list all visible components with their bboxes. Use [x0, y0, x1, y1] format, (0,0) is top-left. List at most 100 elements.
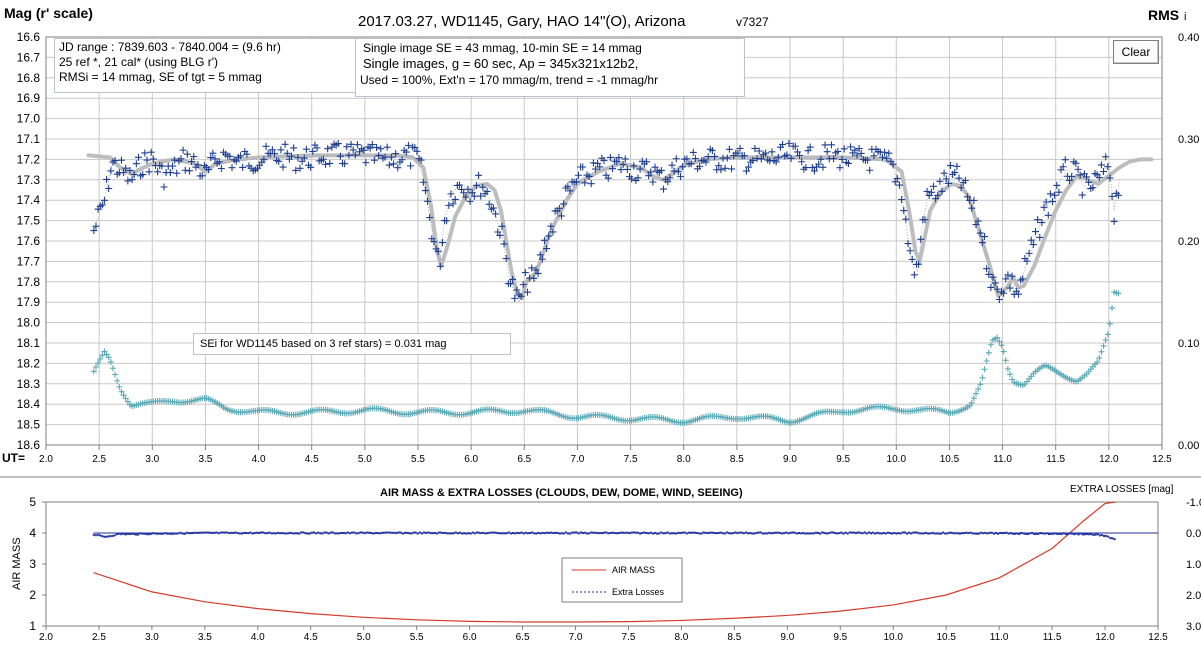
rms-point: [1004, 365, 1011, 372]
target-point: [411, 144, 419, 152]
losses-point: [312, 531, 315, 534]
losses-point: [649, 531, 652, 534]
target-point: [834, 147, 842, 155]
losses-point: [914, 531, 917, 534]
losses-point: [198, 531, 201, 534]
target-point: [449, 200, 457, 208]
losses-point: [956, 532, 959, 535]
target-point: [806, 143, 814, 151]
losses-point: [427, 531, 430, 534]
losses-point: [156, 532, 159, 535]
losses-point: [806, 532, 809, 535]
target-point: [785, 139, 793, 147]
losses-point: [1086, 532, 1089, 535]
target-point: [1089, 184, 1097, 192]
clear-button[interactable]: Clear: [1113, 40, 1159, 64]
target-point: [205, 166, 213, 174]
losses-point: [967, 532, 970, 535]
losses-point: [783, 532, 786, 535]
losses-point: [670, 532, 673, 535]
losses-point: [867, 531, 870, 534]
target-point: [1104, 163, 1112, 171]
rms-point: [107, 358, 114, 365]
target-point: [211, 155, 219, 163]
target-point: [343, 143, 351, 151]
target-point: [755, 147, 763, 155]
target-point: [334, 140, 342, 148]
target-point: [851, 146, 859, 154]
losses-point: [1064, 533, 1067, 536]
target-point: [847, 143, 855, 151]
losses-point: [302, 531, 305, 534]
target-point: [154, 168, 162, 176]
losses-point: [785, 531, 788, 534]
losses-point: [634, 531, 637, 534]
target-point: [587, 180, 595, 188]
target-point: [904, 240, 912, 248]
losses-point: [300, 531, 303, 534]
target-point: [821, 141, 829, 149]
target-point: [103, 175, 111, 183]
losses-point: [681, 531, 684, 534]
target-point: [277, 146, 285, 154]
losses-point: [141, 532, 144, 535]
rms-point: [975, 385, 982, 392]
losses-point: [537, 531, 540, 534]
losses-point: [346, 531, 349, 534]
losses-point: [1090, 533, 1093, 536]
losses-point: [192, 531, 195, 534]
target-point: [1078, 191, 1086, 199]
target-connector: [93, 154, 1120, 304]
losses-point: [183, 532, 186, 535]
losses-point: [287, 532, 290, 535]
y-tick-label-bottom: 3: [29, 557, 36, 571]
losses-point: [499, 532, 502, 535]
target-point: [143, 156, 151, 164]
losses-point: [641, 531, 644, 534]
target-point: [528, 264, 536, 272]
target-point: [749, 156, 757, 164]
rms-point: [1106, 320, 1113, 327]
x-tick-labels-bottom: 2.0 2.5 3.0 3.5 4.0 4.5 5.0 5.5 6.0 6.5 7.0 7.5 8.0 8…: [39, 632, 1168, 643]
target-point: [1114, 191, 1122, 199]
target-point: [779, 141, 787, 149]
target-point: [908, 255, 916, 263]
legend: AIR MASS Extra Losses: [561, 557, 683, 603]
losses-point: [922, 532, 925, 535]
target-point: [704, 153, 712, 161]
target-point: [385, 161, 393, 169]
losses-point: [507, 531, 510, 534]
losses-point: [742, 532, 745, 535]
target-point: [940, 169, 948, 177]
target-point: [623, 165, 631, 173]
losses-point: [533, 532, 536, 535]
target-point: [294, 154, 302, 162]
losses-point: [749, 531, 752, 534]
rms-point: [109, 365, 116, 372]
rms-point: [1102, 337, 1109, 344]
rms-point: [105, 354, 112, 361]
losses-point: [452, 532, 455, 535]
target-point: [915, 260, 923, 268]
losses-point: [615, 532, 618, 535]
target-point: [290, 144, 298, 152]
losses-point: [480, 532, 483, 535]
target-point: [817, 155, 825, 163]
losses-point: [562, 532, 565, 535]
y-tick-label: 17.8: [17, 275, 41, 289]
x-tick-label: 6.5: [517, 454, 531, 465]
target-point: [381, 153, 389, 161]
target-point: [1066, 176, 1074, 184]
target-point: [421, 187, 429, 195]
losses-point: [696, 532, 699, 535]
losses-point: [310, 531, 313, 534]
losses-point: [884, 532, 887, 535]
losses-point: [787, 532, 790, 535]
losses-point: [603, 531, 606, 534]
target-point: [271, 150, 279, 158]
rms-point: [1007, 371, 1014, 378]
target-point: [489, 204, 497, 212]
losses-point: [577, 532, 580, 535]
losses-point: [276, 531, 279, 534]
target-point: [953, 162, 961, 170]
